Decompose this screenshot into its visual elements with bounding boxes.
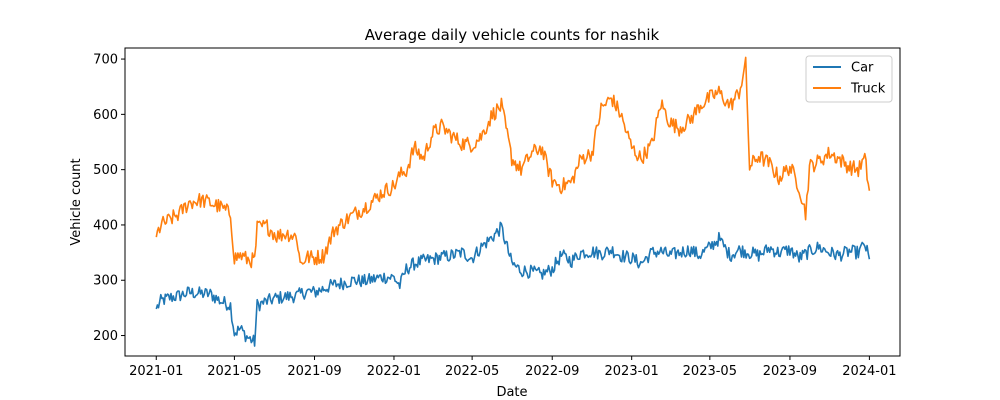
x-axis-title: Date	[496, 385, 527, 400]
x-tick-label: 2021-01	[129, 364, 183, 379]
y-tick-label: 500	[93, 163, 118, 178]
axes-frame	[124, 47, 901, 357]
x-tick-label: 2022-05	[445, 364, 499, 379]
x-tick-label: 2021-05	[207, 364, 261, 379]
series-line-truck	[155, 56, 871, 269]
y-tick-label: 700	[93, 53, 118, 68]
plot-area	[124, 47, 901, 357]
series-layer	[155, 56, 871, 347]
y-tick-label: 400	[93, 218, 118, 233]
x-tick-label: 2023-01	[605, 364, 659, 379]
y-axis-title: Vehicle count	[69, 158, 84, 245]
legend-label-truck: Truck	[850, 82, 886, 97]
y-tick-label: 200	[93, 329, 118, 344]
x-tick-label: 2023-09	[763, 364, 817, 379]
legend: Car Truck	[805, 55, 893, 103]
x-axis: 2021-01 2021-05 2021-09 2022-01 2022-05 2022-…	[129, 356, 897, 379]
y-axis: 200 300 400 500 600 700	[93, 53, 125, 344]
x-tick-label: 2021-09	[287, 364, 341, 379]
legend-label-car: Car	[851, 61, 874, 76]
y-tick-label: 600	[93, 108, 118, 123]
y-tick-label: 300	[93, 274, 118, 289]
x-tick-label: 2023-05	[683, 364, 737, 379]
series-line-car	[155, 221, 871, 347]
chart-title: Average daily vehicle counts for nashik	[365, 26, 660, 44]
x-tick-label: 2024-01	[842, 364, 896, 379]
x-tick-label: 2022-01	[367, 364, 421, 379]
x-tick-label: 2022-09	[525, 364, 579, 379]
